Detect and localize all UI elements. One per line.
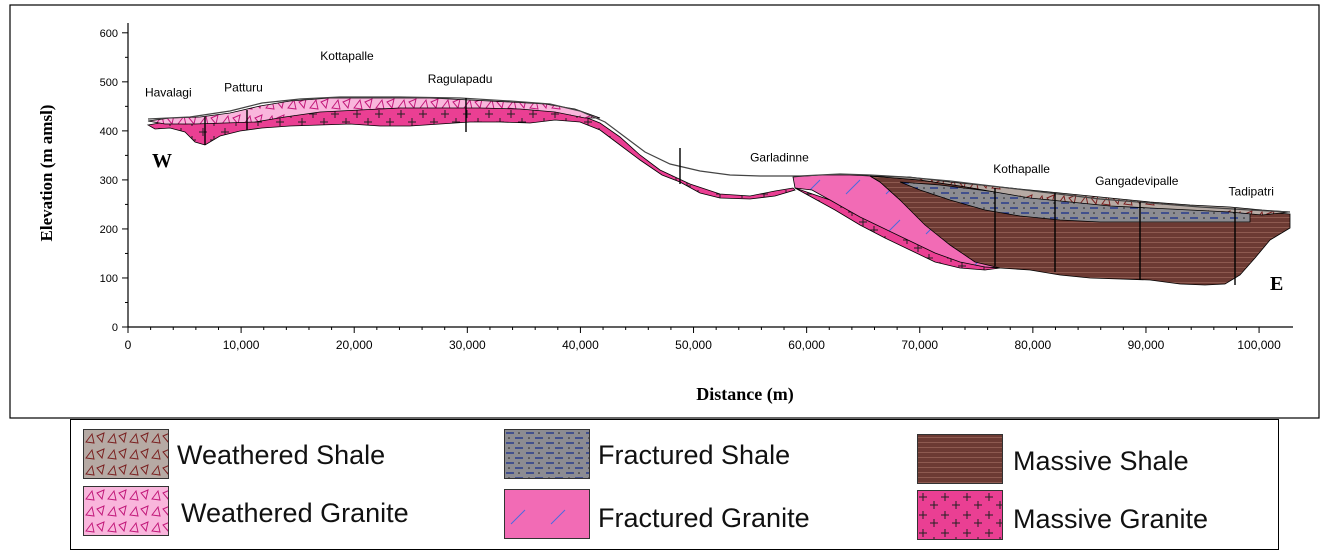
x-tick-label: 70,000: [901, 338, 938, 352]
legend-label: Fractured Shale: [598, 440, 791, 470]
y-tick-label: 300: [100, 175, 118, 187]
x-tick-label: 40,000: [562, 338, 599, 352]
village-label: Kothapalle: [993, 162, 1050, 176]
cross-section-figure: 0 100 200 300 400 500 600 0 10,000 20,000 30,000 4…: [9, 4, 1320, 419]
village-label: Havalagi: [145, 86, 192, 100]
y-tick-label: 600: [100, 28, 118, 40]
x-tick-label: 0: [125, 338, 132, 352]
legend-swatch-massive-granite: [917, 490, 1003, 540]
y-tick-label: 100: [100, 273, 118, 285]
legend-swatch-weathered-granite: [83, 486, 169, 536]
x-tick-label: 30,000: [449, 338, 486, 352]
village-label: Kottapalle: [320, 49, 374, 63]
x-tick-group: 0 10,000 20,000 30,000 40,000 50,000 60,000 70,…: [125, 327, 1281, 352]
x-tick-label: 50,000: [675, 338, 712, 352]
legend-label: Fractured Granite: [598, 503, 810, 533]
x-axis-label: Distance (m): [696, 384, 793, 405]
x-tick-label: 80,000: [1015, 338, 1052, 352]
y-tick-label: 500: [100, 77, 118, 89]
x-tick-label: 10,000: [223, 338, 260, 352]
legend-label: Weathered Shale: [177, 440, 386, 470]
x-tick-label: 90,000: [1128, 338, 1165, 352]
village-labels: Havalagi Patturu Kottapalle Ragulapadu Garla…: [145, 49, 1274, 199]
weathered-granite-layer: [147, 97, 601, 125]
legend-label: Massive Granite: [1013, 504, 1209, 534]
surface-profile-line: [147, 96, 1291, 213]
village-label: Patturu: [224, 81, 263, 95]
massive-granite-layer-east: [794, 187, 1001, 271]
west-marker: W: [152, 150, 172, 172]
legend-label: Weathered Granite: [181, 498, 409, 528]
legend: Weathered Shale Fractured Shale Massive …: [70, 419, 1279, 550]
legend-label: Massive Shale: [1013, 446, 1189, 476]
y-axis-label: Elevation (m amsl): [37, 105, 56, 242]
legend-swatch-fractured-granite: [504, 489, 590, 539]
village-label: Gangadevipalle: [1095, 174, 1179, 188]
x-tick-label: 20,000: [336, 338, 373, 352]
y-tick-label: 200: [100, 224, 118, 236]
x-tick-label: 60,000: [788, 338, 825, 352]
y-tick-group: 0 100 200 300 400 500 600: [100, 28, 128, 334]
village-label: Ragulapadu: [428, 72, 493, 86]
east-marker: E: [1270, 273, 1283, 295]
village-label: Garladinne: [750, 150, 809, 164]
legend-swatch-massive-shale: [917, 434, 1003, 484]
village-label: Tadipatri: [1229, 185, 1274, 199]
cross-section-layers: [146, 96, 1291, 286]
x-tick-label: 100,000: [1237, 338, 1281, 352]
y-tick-label: 0: [112, 322, 118, 334]
legend-swatch-fractured-shale: [504, 429, 590, 479]
y-tick-label: 400: [100, 126, 118, 138]
legend-swatch-weathered-shale: [83, 429, 169, 479]
borehole-lines: [204, 98, 1236, 285]
